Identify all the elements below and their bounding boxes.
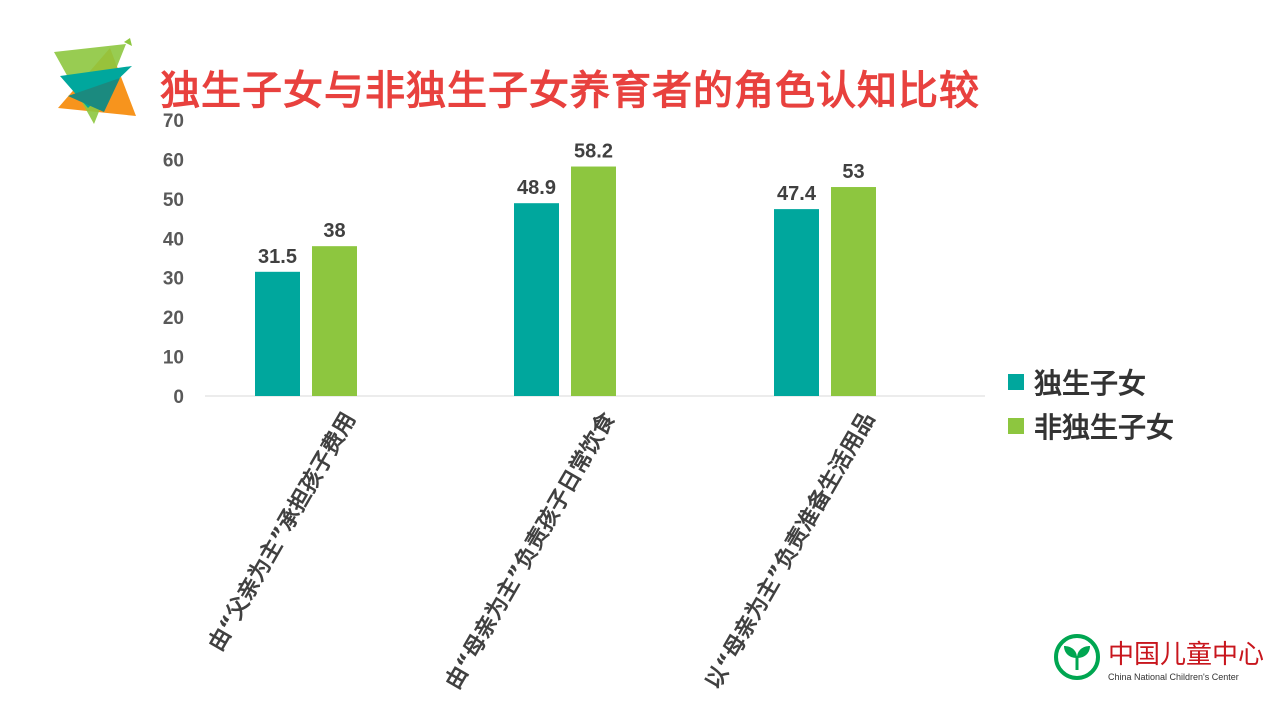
bar <box>831 187 876 396</box>
legend-label-non-only-child: 非独生子女 <box>1034 411 1175 444</box>
data-label: 58.2 <box>574 141 613 163</box>
y-tick-label: 60 <box>163 150 184 171</box>
x-category-label: 由“母亲为主”负责孩子日常饮食 <box>440 407 620 694</box>
bar <box>571 166 616 396</box>
y-tick-label: 30 <box>163 269 184 290</box>
decorative-triangles-icon <box>54 38 136 124</box>
data-label: 53 <box>842 161 864 183</box>
logo: 中国儿童中心 China National Children's Center <box>1052 630 1264 690</box>
x-category-label: 以“母亲为主”负责准备生活用品 <box>700 408 880 694</box>
page-title: 独生子女与非独生子女养育者的角色认知比较 <box>160 68 980 114</box>
y-tick-label: 70 <box>163 111 184 132</box>
bar <box>774 209 819 396</box>
bar <box>255 271 300 396</box>
legend: 独生子女 非独生子女 <box>1008 360 1174 448</box>
legend-label-only-child: 独生子女 <box>1034 367 1147 400</box>
data-label: 38 <box>323 220 345 242</box>
bar <box>514 203 559 396</box>
legend-item-only-child: 独生子女 <box>1008 360 1174 404</box>
logo-name-cn: 中国儿童中心 <box>1108 640 1265 670</box>
y-tick-label: 50 <box>163 190 184 211</box>
y-tick-label: 20 <box>163 308 184 329</box>
legend-item-non-only-child: 非独生子女 <box>1008 404 1174 448</box>
y-tick-label: 10 <box>163 348 184 369</box>
data-label: 31.5 <box>258 246 297 268</box>
x-category-label: 由“父亲为主”承担孩子费用 <box>203 408 361 656</box>
y-tick-label: 40 <box>163 229 184 250</box>
bar <box>312 246 357 396</box>
legend-swatch-only-child <box>1008 374 1024 390</box>
legend-swatch-non-only-child <box>1008 418 1024 434</box>
data-label: 48.9 <box>517 177 556 199</box>
y-tick-label: 0 <box>173 387 184 408</box>
logo-name-en: China National Children's Center <box>1108 672 1239 682</box>
sprout-logo-icon <box>1054 634 1100 680</box>
data-label: 47.4 <box>777 183 817 205</box>
